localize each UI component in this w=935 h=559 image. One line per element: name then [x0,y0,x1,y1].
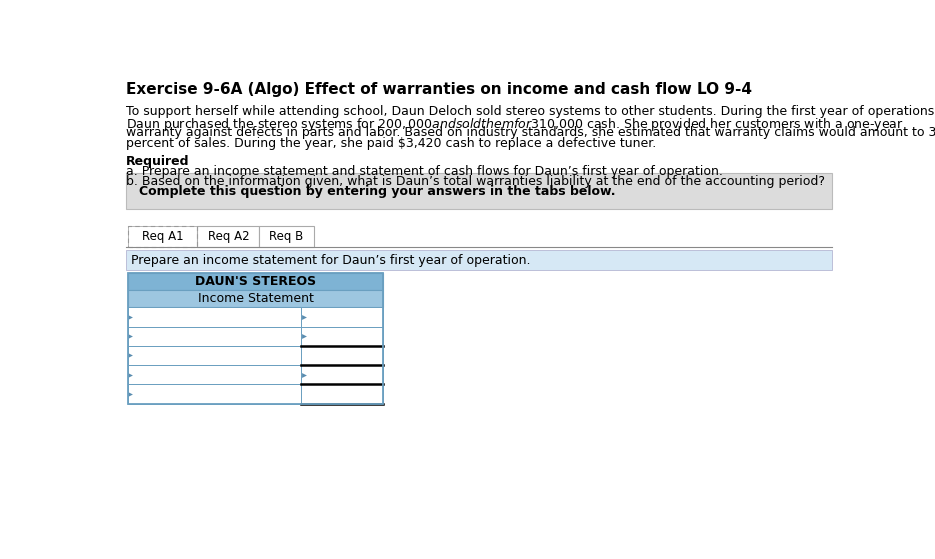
Text: Req B: Req B [269,230,304,243]
Bar [128,385,301,404]
Text: Exercise 9-6A (Algo) Effect of warranties on income and cash flow LO 9-4: Exercise 9-6A (Algo) Effect of warrantie… [126,82,752,97]
Bar [126,173,832,209]
Bar [128,226,197,247]
Bar [128,273,383,290]
Text: Prepare an income statement for Daun’s first year of operation.: Prepare an income statement for Daun’s f… [131,254,530,267]
Bar [128,326,301,346]
Bar [128,226,197,247]
Bar [128,273,383,404]
Text: Complete this question by entering your answers in the tabs below.: Complete this question by entering your … [138,184,615,197]
Bar [301,326,383,346]
Bar [301,307,383,326]
Bar [260,226,314,247]
Text: Req A2: Req A2 [208,230,250,243]
Bar [126,250,832,271]
Bar [128,365,301,385]
Text: b. Based on the information given, what is Daun’s total warranties liability at : b. Based on the information given, what … [126,175,826,188]
Text: percent of sales. During the year, she paid $3,420 cash to replace a defective t: percent of sales. During the year, she p… [126,137,656,150]
Text: To support herself while attending school, Daun Deloch sold stereo systems to ot: To support herself while attending schoo… [126,105,935,118]
Text: Required: Required [126,155,190,168]
Text: Req A1: Req A1 [142,230,183,243]
Bar [128,290,383,307]
Bar [301,365,383,385]
Text: Income Statement: Income Statement [197,292,313,305]
Text: warranty against defects in parts and labor. Based on industry standards, she es: warranty against defects in parts and la… [126,126,935,139]
Text: a. Prepare an income statement and statement of cash flows for Daun’s first year: a. Prepare an income statement and state… [126,165,723,178]
Bar [301,346,383,365]
Bar [301,385,383,404]
Text: Daun purchased the stereo systems for $200,000 and sold them for $310,000 cash. : Daun purchased the stereo systems for $2… [126,116,904,132]
Bar [128,346,301,365]
Bar [197,226,260,247]
Text: DAUN'S STEREOS: DAUN'S STEREOS [195,276,316,288]
Bar [128,307,301,326]
